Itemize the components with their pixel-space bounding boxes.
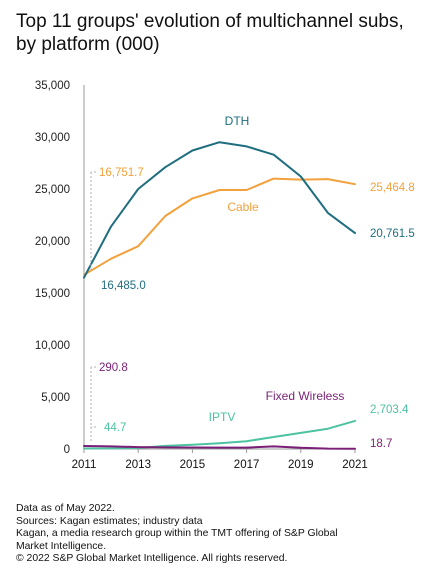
series-line-iptv bbox=[83, 419, 356, 450]
series-line-fixed-wireless bbox=[83, 445, 356, 450]
y-tick-label: 15,000 bbox=[35, 288, 70, 300]
data-label-fw-start: 290.8 bbox=[99, 362, 128, 374]
data-label-cable-start: 16,751.7 bbox=[99, 167, 144, 179]
series-label-iptv: IPTV bbox=[209, 410, 236, 424]
y-tick-label: 20,000 bbox=[35, 236, 70, 248]
footer-copyright: © 2022 S&P Global Market Intelligence. A… bbox=[16, 553, 288, 565]
series-label-cable: Cable bbox=[227, 200, 259, 214]
x-tick-label: 2013 bbox=[125, 459, 151, 471]
y-tick-label: 5,000 bbox=[41, 392, 70, 404]
footer-note-kagan-cont: Market Intelligence. bbox=[16, 540, 107, 552]
x-tick-label: 2011 bbox=[72, 459, 97, 471]
chart-footer: Data as of May 2022. Sources: Kagan esti… bbox=[16, 503, 421, 566]
data-label-fw-end: 18.7 bbox=[370, 438, 392, 450]
x-tick-label: 2019 bbox=[288, 459, 314, 471]
x-tick-label: 2021 bbox=[342, 459, 368, 471]
chart-title: Top 11 groups' evolution of multichannel… bbox=[16, 11, 404, 55]
x-tick-label: 2017 bbox=[234, 459, 260, 471]
y-tick-label: 0 bbox=[64, 444, 70, 456]
series-label-dth: DTH bbox=[225, 114, 250, 128]
footer-note-date: Data as of May 2022. bbox=[16, 503, 115, 514]
series-line-cable bbox=[83, 177, 356, 276]
data-label-iptv-end: 2,703.4 bbox=[370, 404, 409, 416]
y-tick-label: 10,000 bbox=[35, 340, 70, 352]
footer-note-kagan: Kagan, a media research group within the… bbox=[16, 528, 338, 540]
line-chart: 0 5,000 10,000 15,000 20,000 25,000 30,000 35,0… bbox=[35, 80, 415, 471]
series-line-dth bbox=[83, 141, 356, 279]
data-label-dth-end: 20,761.5 bbox=[370, 228, 415, 240]
data-label-iptv-start: 44.7 bbox=[104, 422, 126, 434]
x-tick-label: 2015 bbox=[180, 459, 206, 471]
data-label-dth-start: 16,485.0 bbox=[101, 280, 146, 292]
y-tick-label: 30,000 bbox=[35, 132, 70, 144]
data-label-cable-end: 25,464.8 bbox=[370, 182, 415, 194]
series-label-fixed-wireless: Fixed Wireless bbox=[266, 389, 345, 403]
y-tick-label: 35,000 bbox=[35, 80, 70, 92]
y-tick-label: 25,000 bbox=[35, 184, 70, 196]
footer-note-sources: Sources: Kagan estimates; industry data bbox=[16, 515, 203, 527]
